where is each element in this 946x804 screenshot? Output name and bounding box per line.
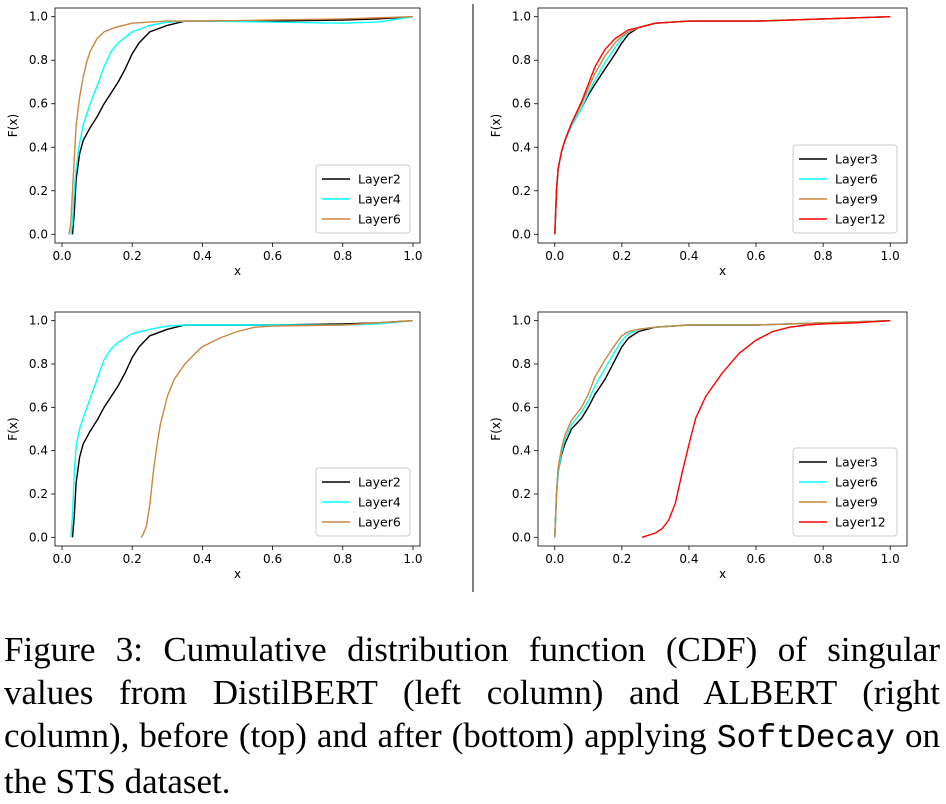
y-tick-label: 0.4 xyxy=(29,140,48,154)
y-tick-label: 0.6 xyxy=(512,97,531,111)
x-tick-label: 0.4 xyxy=(193,552,212,566)
y-axis-label: F(x) xyxy=(6,114,20,137)
y-tick-label: 0.6 xyxy=(29,400,48,414)
chart-panel-bottom-left: 0.0 0.2 0.4 0.6 0.8 1.0 0.0 0.2 0.4 0.6 0.8 1.0 x F(x… xyxy=(6,311,423,581)
y-tick-label: 0.2 xyxy=(512,184,531,198)
legend-label-layer9: Layer9 xyxy=(835,192,878,207)
y-tick-label: 0.8 xyxy=(512,357,531,371)
y-tick-label: 0.2 xyxy=(29,184,48,198)
caption-text-end: on the STS dataset. xyxy=(4,716,940,801)
y-tick-label: 0.6 xyxy=(512,400,531,414)
figure-grid: 0.0 0.2 0.4 0.6 0.8 1.0 0.0 0.2 0.4 0.6 0.8 1.0 x F(x… xyxy=(6,4,908,592)
x-axis-label: x xyxy=(719,567,726,581)
plot-frame xyxy=(54,311,421,547)
legend-label-layer2: Layer2 xyxy=(358,172,401,187)
legend: Layer2 Layer4 Layer6 xyxy=(315,164,411,234)
x-tick-label: 0.8 xyxy=(814,552,833,566)
x-tick-label: 0.4 xyxy=(193,249,212,263)
plot-frame xyxy=(54,7,421,244)
x-tick-label: 0.8 xyxy=(333,552,352,566)
legend-label-layer4: Layer4 xyxy=(358,192,401,207)
legend-label-layer6: Layer6 xyxy=(358,212,401,227)
x-tick-label: 1.0 xyxy=(403,552,422,566)
y-tick-label: 0.8 xyxy=(29,53,48,67)
legend-label-layer4: Layer4 xyxy=(358,495,401,510)
legend-label-layer12: Layer12 xyxy=(835,515,886,530)
x-tick-label: 0.2 xyxy=(123,249,142,263)
y-tick-label: 0.4 xyxy=(512,444,531,458)
x-tick-label: 0.8 xyxy=(333,249,352,263)
figure-caption: Figure 3: Cumulative distribution functi… xyxy=(4,628,940,803)
chart-panel-bottom-right: 0.0 0.2 0.4 0.6 0.8 1.0 0.0 0.2 0.4 0.6 0.8 1.0 x F(x… xyxy=(489,311,908,581)
x-tick-label: 1.0 xyxy=(881,552,900,566)
x-tick-label: 0.0 xyxy=(545,552,564,566)
x-tick-label: 0.6 xyxy=(263,249,282,263)
series-line-layer9 xyxy=(554,320,891,538)
y-tick-label: 0.8 xyxy=(29,357,48,371)
x-tick-label: 0.0 xyxy=(545,249,564,263)
x-tick-label: 0.4 xyxy=(679,552,698,566)
y-tick-label: 0.6 xyxy=(29,97,48,111)
chart-panels: 0.0 0.2 0.4 0.6 0.8 1.0 0.0 0.2 0.4 0.6 0.8 1.0 x F(x… xyxy=(6,7,908,581)
legend: Layer3 Layer6 Layer9 Layer12 xyxy=(792,144,898,234)
y-tick-label: 0.0 xyxy=(512,530,531,544)
legend-label-layer6: Layer6 xyxy=(835,172,878,187)
y-tick-label: 1.0 xyxy=(512,314,531,328)
chart-panel-top-right: 0.0 0.2 0.4 0.6 0.8 1.0 0.0 0.2 0.4 0.6 0.8 1.0 x F(x… xyxy=(489,7,908,278)
legend-box xyxy=(792,447,898,537)
legend-label-layer2: Layer2 xyxy=(358,475,401,490)
caption-text: Figure 3: Cumulative distribution functi… xyxy=(4,630,940,755)
legend-box xyxy=(792,144,898,234)
y-tick-label: 1.0 xyxy=(29,314,48,328)
y-tick-label: 0.0 xyxy=(29,227,48,241)
x-axis-label: x xyxy=(719,264,726,278)
y-tick-label: 0.2 xyxy=(512,487,531,501)
legend-box xyxy=(315,467,411,537)
y-tick-label: 0.4 xyxy=(512,140,531,154)
y-axis-label: F(x) xyxy=(6,417,20,440)
x-tick-label: 0.6 xyxy=(263,552,282,566)
y-tick-label: 1.0 xyxy=(512,10,531,24)
legend-label-layer6: Layer6 xyxy=(358,515,401,530)
y-axis-label: F(x) xyxy=(489,114,503,137)
y-tick-label: 0.0 xyxy=(29,530,48,544)
series-line-layer12 xyxy=(641,320,891,538)
y-tick-label: 1.0 xyxy=(29,10,48,24)
series-line-layer4 xyxy=(70,320,414,538)
x-axis-label: x xyxy=(234,264,241,278)
y-tick-label: 0.2 xyxy=(29,487,48,501)
chart-panel-top-left: 0.0 0.2 0.4 0.6 0.8 1.0 0.0 0.2 0.4 0.6 0.8 1.0 x F(x… xyxy=(6,7,423,278)
x-tick-label: 0.6 xyxy=(746,552,765,566)
legend-label-layer3: Layer3 xyxy=(835,455,878,470)
x-tick-label: 0.4 xyxy=(679,249,698,263)
x-tick-label: 0.6 xyxy=(746,249,765,263)
x-tick-label: 1.0 xyxy=(881,249,900,263)
x-tick-label: 1.0 xyxy=(403,249,422,263)
x-tick-label: 0.2 xyxy=(612,552,631,566)
plot-frame xyxy=(537,7,908,244)
x-tick-label: 0.2 xyxy=(123,552,142,566)
x-tick-label: 0.0 xyxy=(52,552,71,566)
plot-frame xyxy=(537,311,908,547)
y-axis-label: F(x) xyxy=(489,417,503,440)
series-line-layer6 xyxy=(140,320,414,538)
x-tick-label: 0.8 xyxy=(814,249,833,263)
y-tick-label: 0.0 xyxy=(512,227,531,241)
legend-label-layer12: Layer12 xyxy=(835,212,886,227)
series-line-layer12 xyxy=(554,16,891,235)
caption-method-name: SoftDecay xyxy=(716,720,895,757)
series-line-layer4 xyxy=(70,16,414,235)
y-tick-label: 0.4 xyxy=(29,444,48,458)
legend: Layer3 Layer6 Layer9 Layer12 xyxy=(792,447,898,537)
x-tick-label: 0.0 xyxy=(52,249,71,263)
legend-label-layer3: Layer3 xyxy=(835,152,878,167)
legend-label-layer9: Layer9 xyxy=(835,495,878,510)
series-line-layer6 xyxy=(68,16,414,235)
legend-label-layer6: Layer6 xyxy=(835,475,878,490)
x-tick-label: 0.2 xyxy=(612,249,631,263)
y-tick-label: 0.8 xyxy=(512,53,531,67)
x-axis-label: x xyxy=(234,567,241,581)
legend: Layer2 Layer4 Layer6 xyxy=(315,467,411,537)
legend-box xyxy=(315,164,411,234)
